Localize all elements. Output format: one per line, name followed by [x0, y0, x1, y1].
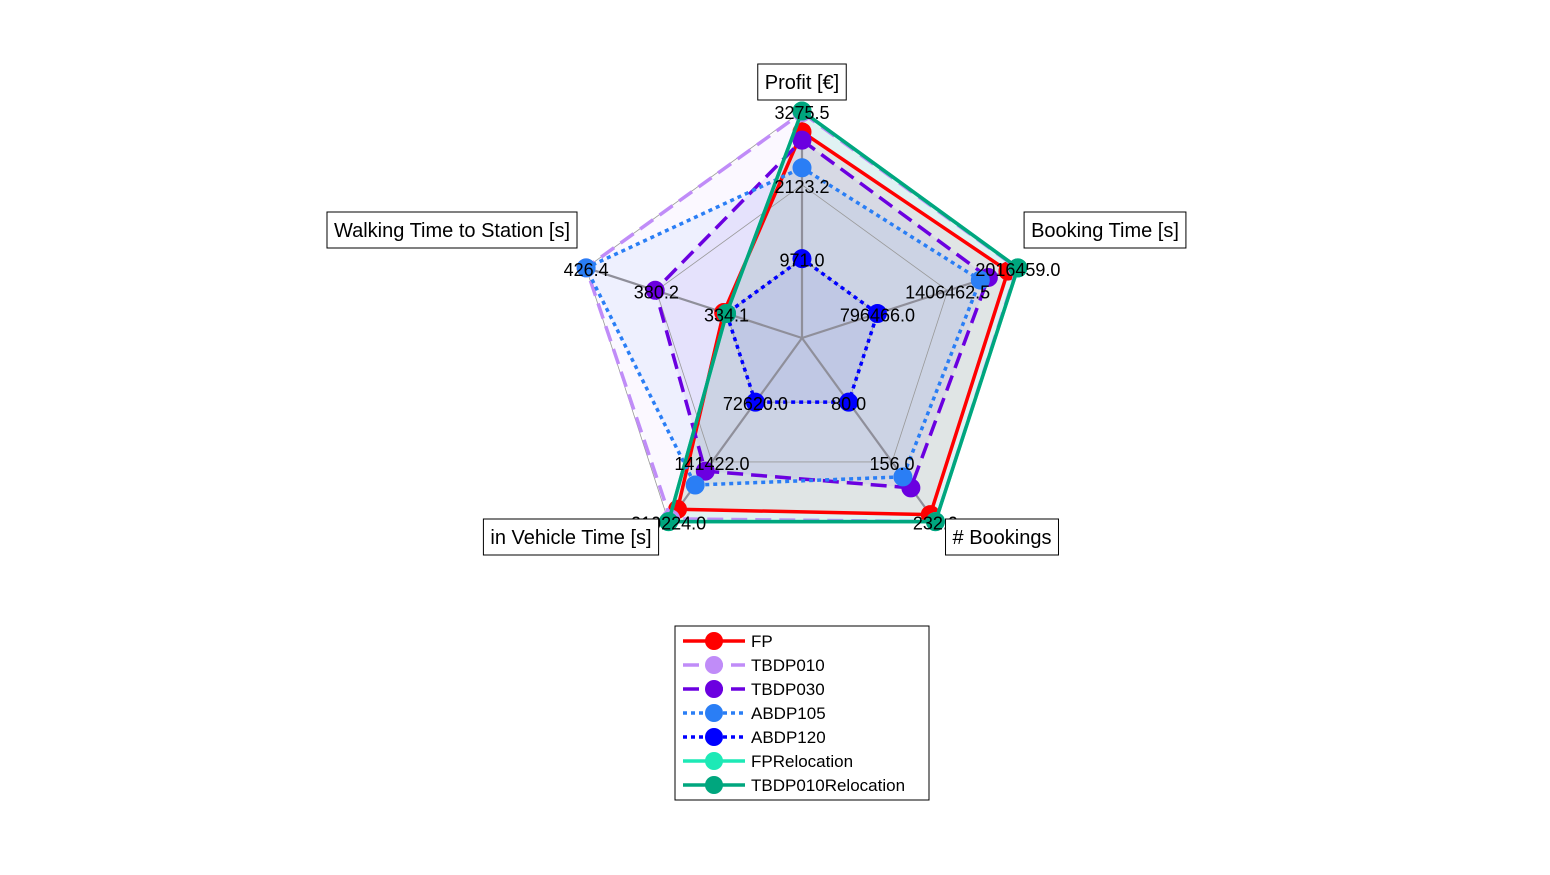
data-point-tbdp010relocation-3 — [925, 512, 945, 532]
axis-label-box: Booking Time [s] — [1023, 211, 1187, 249]
axis-label: in Vehicle Time [s] — [490, 527, 651, 549]
data-point-abdp120-2 — [867, 303, 887, 323]
tick-label: 2123.2 — [774, 177, 829, 197]
grid-ring-2 — [655, 184, 949, 463]
tick-label: 72620.0 — [723, 394, 788, 414]
series-lines — [576, 101, 1028, 532]
legend-marker-tbdp010 — [705, 656, 723, 674]
series-line-abdp105 — [584, 165, 983, 487]
axis-label: Booking Time [s] — [1031, 220, 1179, 242]
axis-label-box: Profit [€] — [757, 63, 847, 101]
series-fill-tbdp010relocation — [668, 111, 1018, 522]
series-line-tbdp010relocation — [666, 109, 1020, 524]
axis-label-frame — [482, 518, 660, 556]
series-fill-tbdp030 — [655, 140, 989, 488]
tick-label: 971.0 — [779, 251, 824, 271]
legend-marker-fp — [705, 632, 723, 650]
data-point-tbdp010relocation-2 — [1008, 258, 1028, 278]
data-point-abdp120-1 — [792, 249, 812, 269]
axis-label-frame — [757, 63, 847, 101]
data-point-tbdp010relocation-4 — [659, 512, 679, 532]
series-line-tbdp030 — [653, 138, 991, 490]
data-point-abdp105-5 — [576, 258, 596, 278]
series-fill-abdp105 — [586, 167, 981, 485]
data-point-tbdp010relocation-1 — [792, 101, 812, 121]
legend-label: ABDP120 — [751, 728, 826, 747]
legend-marker-abdp105 — [705, 704, 723, 722]
tick-label: 426.4 — [564, 260, 609, 280]
legend-marker-tbdp030 — [705, 680, 723, 698]
data-point-tbdp030-5 — [645, 280, 665, 300]
legend: FP TBDP010 TBDP030 ABDP105 ABDP120 FPRelocati… — [674, 625, 930, 801]
legend-marker-tbdp010relocation — [705, 776, 723, 794]
tick-label: 796466.0 — [840, 305, 915, 325]
axis-label-box: # Bookings — [945, 518, 1059, 556]
axis-labels: Profit [€] Booking Time [s] # Bookings in V… — [326, 63, 1187, 556]
tick-label: 2016459.0 — [975, 260, 1060, 280]
legend-label: TBDP030 — [751, 680, 825, 699]
axis-label: Walking Time to Station [s] — [334, 220, 570, 242]
series-line-abdp120 — [724, 256, 880, 404]
tick-label: 80.0 — [831, 394, 866, 414]
axis-label-frame — [1023, 211, 1187, 249]
tick-label: 1406462.5 — [905, 283, 990, 303]
axis-label-frame — [945, 518, 1059, 556]
data-point-abdp105-2 — [970, 270, 990, 290]
data-point-abdp105-4 — [685, 475, 705, 495]
data-point-tbdp010relocation-5 — [717, 303, 737, 323]
axis-label-box: in Vehicle Time [s] — [482, 518, 660, 556]
series-fill-fprelocation — [668, 111, 1018, 522]
legend-marker-abdp120 — [705, 728, 723, 746]
tick-label: 141422.0 — [674, 454, 749, 474]
spoke-5 — [585, 266, 803, 340]
legend-label: TBDP010 — [751, 656, 825, 675]
axis-label: # Bookings — [953, 527, 1052, 549]
legend-label: FP — [751, 632, 773, 651]
data-point-abdp120-4 — [745, 392, 765, 412]
axis-label: Profit [€] — [765, 72, 839, 94]
data-point-abdp105-3 — [893, 467, 913, 487]
tick-label: 334.1 — [704, 305, 749, 325]
legend-label: TBDP010Relocation — [751, 776, 905, 795]
data-point-tbdp030-4 — [695, 461, 715, 481]
data-point-abdp120-3 — [839, 392, 859, 412]
tick-label: 3275.5 — [774, 103, 829, 123]
axis-label-box: Walking Time to Station [s] — [326, 211, 578, 249]
tick-label: 380.2 — [634, 283, 679, 303]
data-point-abdp105-1 — [792, 158, 812, 178]
axis-label-frame — [326, 211, 578, 249]
tick-label: 156.0 — [870, 454, 915, 474]
legend-marker-fprelocation — [705, 752, 723, 770]
data-point-tbdp030-1 — [792, 130, 812, 150]
legend-label: FPRelocation — [751, 752, 853, 771]
legend-label: ABDP105 — [751, 704, 826, 723]
